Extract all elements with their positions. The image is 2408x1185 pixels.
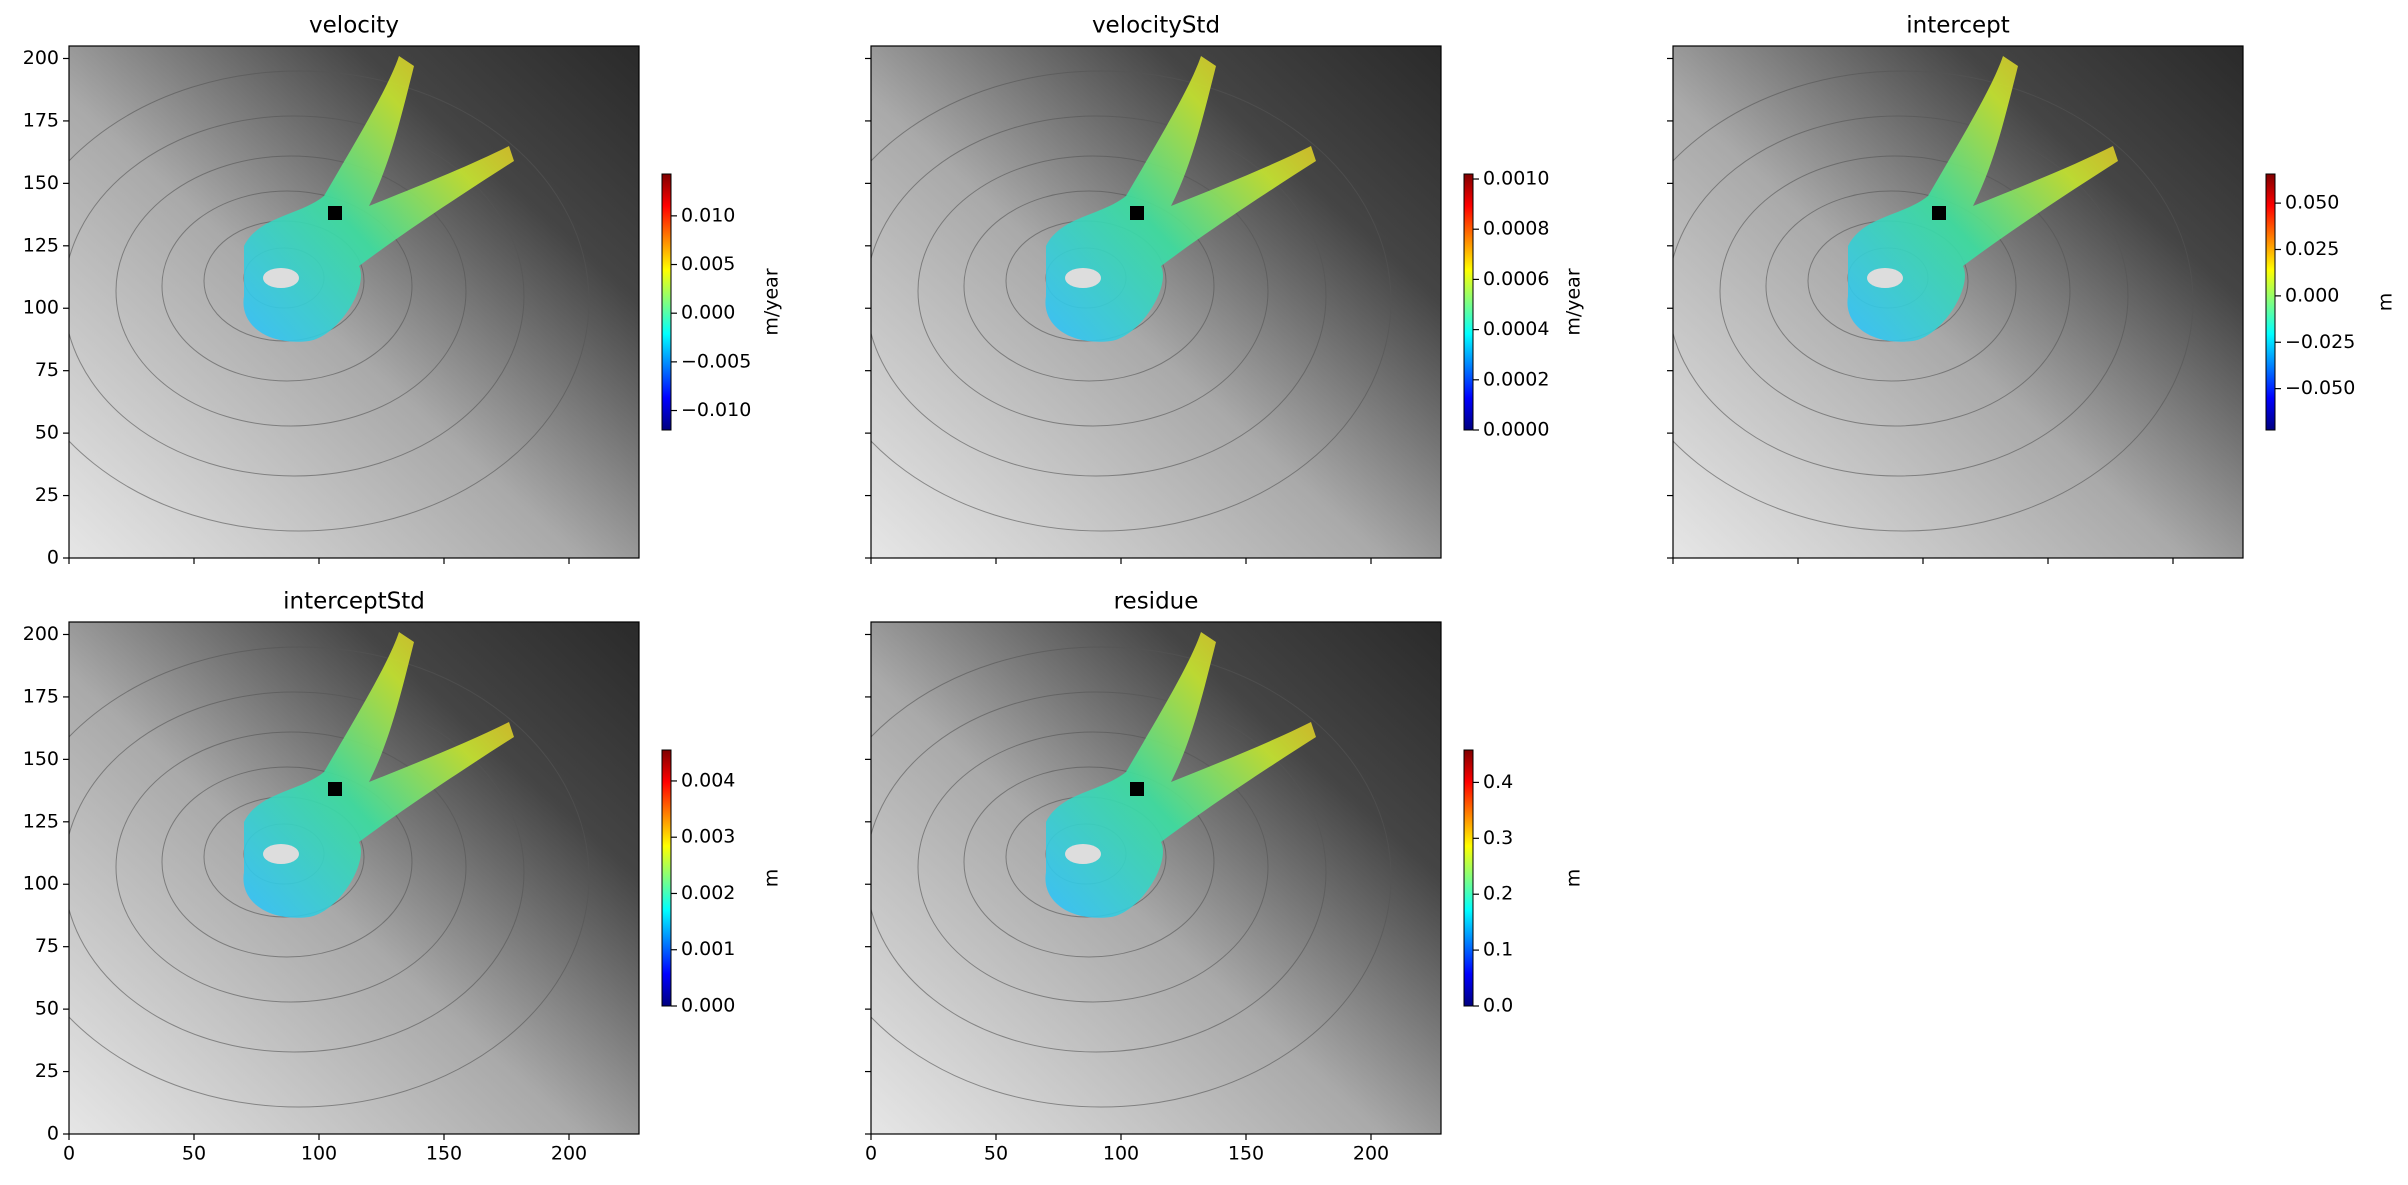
y-tick-label: 125 [23,810,59,832]
x-tick-label: 50 [182,1143,206,1165]
colorbar-tick-label: −0.010 [681,399,751,421]
colorbar [661,749,672,1007]
y-tick-label: 25 [35,1060,59,1082]
colorbar [1463,173,1474,431]
panel: intercept −0.050 −0.025 0.000 0.025 0.050 m [1667,13,2397,564]
colorbar-label: m/year [1563,268,1585,335]
colorbar-label: m/year [761,268,783,335]
x-tick-label: 0 [865,1143,877,1165]
axes-frame [68,45,640,559]
y-tick-label: 75 [35,359,59,381]
colorbar-tick-label: 0.0002 [1483,368,1549,390]
panel-title: velocityStd [1092,13,1220,39]
y-tick-label: 0 [47,547,59,569]
y-tick-label: 175 [23,109,59,131]
raster-image [871,46,1441,558]
panel-title: interceptStd [283,589,425,615]
colorbar-tick-label: −0.050 [2285,377,2355,399]
colorbar-tick-label: 0.0004 [1483,318,1549,340]
panel-title: intercept [1906,13,2010,39]
colorbar [1463,749,1474,1007]
y-tick-label: 150 [23,172,59,194]
y-tick-label: 25 [35,484,59,506]
colorbar [661,173,672,431]
raster-image [69,46,639,558]
y-tick-label: 50 [35,422,59,444]
x-tick-label: 0 [63,1143,75,1165]
colorbar-tick-label: 0.010 [681,204,735,226]
colorbar-tick-label: 0.050 [2285,192,2339,214]
panel: residue 0 50 100 150 200 0.0 0.1 0.2 0.3 0.4 m [865,589,1585,1165]
colorbar-tick-label: 0.0008 [1483,218,1549,240]
y-tick-label: 75 [35,935,59,957]
y-tick-label: 150 [23,748,59,770]
x-tick-label: 200 [551,1143,587,1165]
colorbar-tick-label: 0.0010 [1483,168,1549,190]
axes-frame [870,621,1442,1135]
y-tick-label: 100 [23,873,59,895]
colorbar-tick-label: 0.002 [681,882,735,904]
colorbar-tick-label: −0.005 [681,350,751,372]
y-tick-label: 175 [23,685,59,707]
colorbar [2265,173,2276,431]
x-tick-label: 150 [1228,1143,1264,1165]
colorbar-tick-label: 0.4 [1483,771,1513,793]
axes-frame [870,45,1442,559]
colorbar-tick-label: 0.0000 [1483,419,1549,441]
y-tick-label: 200 [23,623,59,645]
x-tick-label: 100 [301,1143,337,1165]
colorbar-tick-label: 0.0 [1483,995,1513,1017]
panel-title: velocity [309,13,399,39]
y-tick-label: 50 [35,998,59,1020]
y-tick-label: 125 [23,234,59,256]
panel: velocityStd 0.0000 0.0002 0.0004 0.0006 0.000… [865,13,1585,564]
y-tick-label: 200 [23,47,59,69]
colorbar-tick-label: 0.1 [1483,939,1513,961]
colorbar-tick-label: 0.004 [681,769,735,791]
colorbar-tick-label: 0.025 [2285,238,2339,260]
colorbar-tick-label: 0.0006 [1483,268,1549,290]
raster-image [69,622,639,1134]
raster-image [1673,46,2243,558]
colorbar-tick-label: 0.2 [1483,883,1513,905]
colorbar-label: m [761,869,783,888]
panel: interceptStd 0 50 100 150 200 0 25 50 75 100 125 150… [23,589,783,1165]
y-tick-label: 100 [23,297,59,319]
colorbar-label: m [2375,293,2397,312]
x-tick-label: 50 [984,1143,1008,1165]
x-tick-label: 200 [1353,1143,1389,1165]
colorbar-tick-label: −0.025 [2285,331,2355,353]
axes-frame [1672,45,2244,559]
colorbar-tick-label: 0.000 [2285,284,2339,306]
colorbar-tick-label: 0.003 [681,826,735,848]
x-tick-label: 150 [426,1143,462,1165]
colorbar-tick-label: 0.000 [681,995,735,1017]
colorbar-tick-label: 0.3 [1483,827,1513,849]
colorbar-tick-label: 0.000 [681,302,735,324]
colorbar-tick-label: 0.005 [681,253,735,275]
colorbar-label: m [1563,869,1585,888]
raster-image [871,622,1441,1134]
axes-frame [68,621,640,1135]
panel: velocity 0 25 50 75 100 125 150 175 200 −0.010 −0.0… [23,13,783,569]
y-tick-label: 0 [47,1123,59,1145]
colorbar-tick-label: 0.001 [681,938,735,960]
panel-title: residue [1114,589,1199,615]
x-tick-label: 100 [1103,1143,1139,1165]
